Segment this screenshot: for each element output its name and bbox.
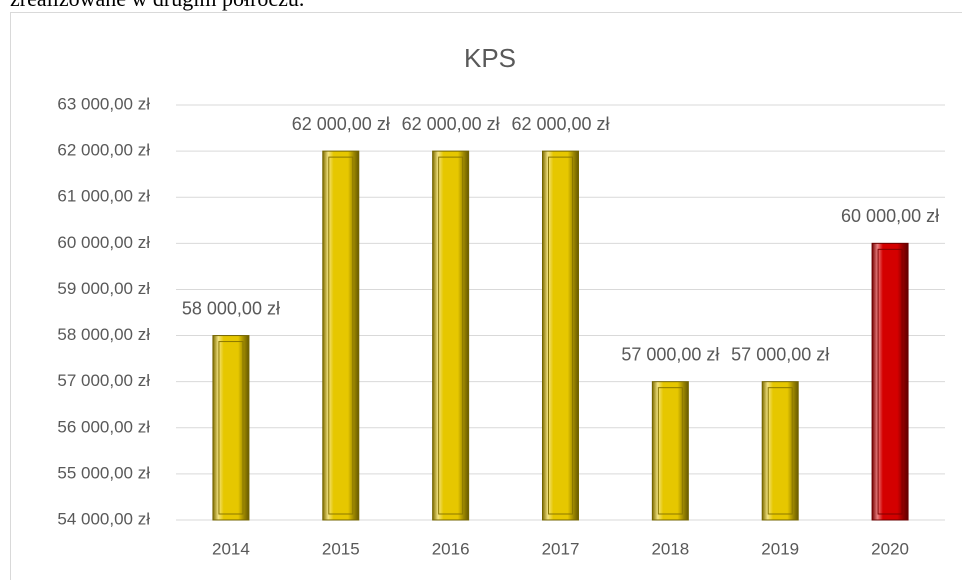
x-tick-label: 2020 [871, 539, 909, 558]
x-tick-label: 2018 [651, 539, 689, 558]
bar [651, 381, 689, 521]
chart-border [10, 12, 962, 580]
y-tick-label: 59 000,00 zł [57, 279, 150, 298]
bar-bevel [657, 387, 683, 515]
y-tick-label: 62 000,00 zł [57, 141, 150, 160]
x-tick-label: 2017 [542, 539, 580, 558]
y-tick-label: 61 000,00 zł [57, 187, 150, 206]
value-label: 57 000,00 zł [621, 344, 719, 364]
value-label: 62 000,00 zł [402, 114, 500, 134]
bar-bevel [767, 387, 793, 515]
y-tick-label: 55 000,00 zł [57, 463, 150, 482]
y-tick-label: 57 000,00 zł [57, 371, 150, 390]
bar [322, 150, 360, 521]
value-label: 62 000,00 zł [292, 114, 390, 134]
y-tick-label: 63 000,00 zł [57, 94, 150, 113]
x-tick-label: 2019 [761, 539, 799, 558]
chart-title: KPS [464, 43, 516, 73]
bar [432, 150, 470, 521]
bar-bevel [877, 248, 903, 515]
x-tick-label: 2015 [322, 539, 360, 558]
bar-bevel [218, 341, 244, 515]
bar [871, 242, 909, 521]
bar-bevel [548, 156, 573, 515]
bar-bevel [328, 156, 354, 515]
value-label: 62 000,00 zł [511, 114, 609, 134]
bar-bevel [438, 156, 464, 515]
value-label: 57 000,00 zł [731, 344, 829, 364]
y-tick-label: 60 000,00 zł [57, 233, 150, 252]
x-tick-label: 2016 [432, 539, 470, 558]
x-tick-label: 2014 [212, 539, 250, 558]
value-label: 58 000,00 zł [182, 298, 280, 318]
y-tick-label: 54 000,00 zł [57, 509, 150, 528]
y-tick-label: 56 000,00 zł [57, 417, 150, 436]
bar [212, 335, 250, 521]
caption: zrealizowane w drugim półroczu. [10, 0, 304, 11]
bar [542, 150, 579, 521]
value-label: 60 000,00 zł [841, 206, 939, 226]
bar [761, 381, 799, 521]
y-tick-label: 58 000,00 zł [57, 325, 150, 344]
